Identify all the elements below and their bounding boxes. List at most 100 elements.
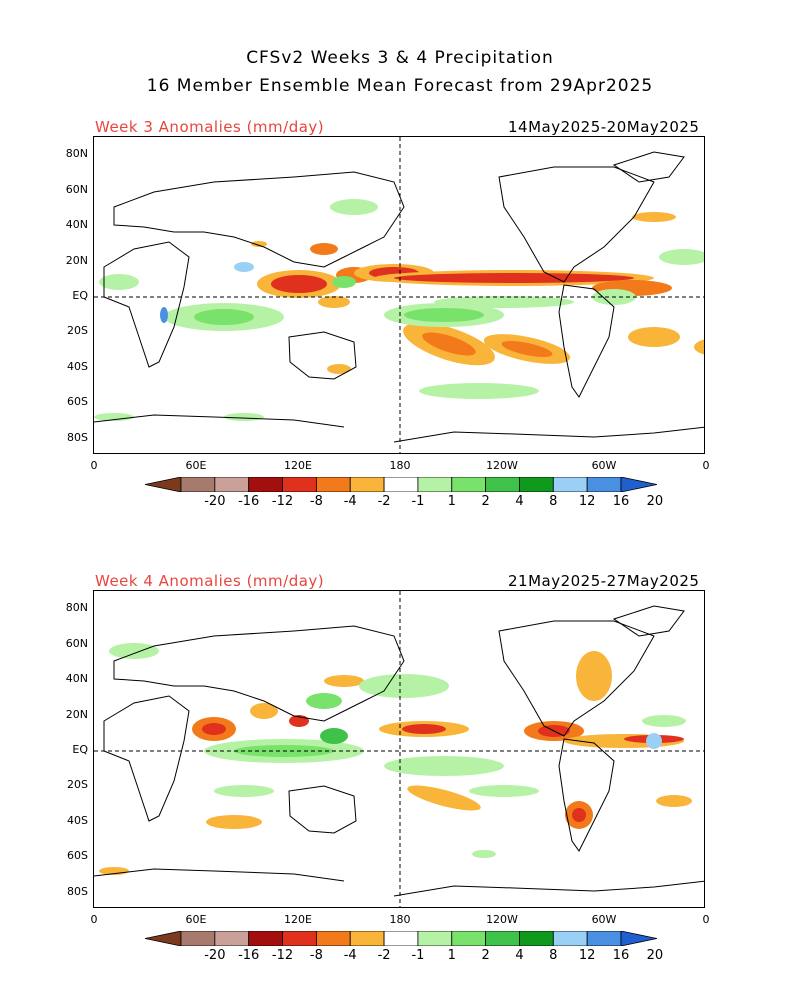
week4-colorbar	[145, 931, 657, 946]
week4-lon-label: 120E	[284, 913, 312, 926]
week3-lat-label: 80S	[67, 431, 88, 444]
colorbar-swatch	[282, 931, 317, 946]
week4-map-svg	[94, 591, 704, 907]
week3-dry-anomalies	[251, 212, 704, 374]
colorbar-swatch	[315, 477, 351, 492]
week3-coastlines	[94, 151, 704, 443]
colorbar-swatch	[383, 477, 419, 492]
week4-lat-label: 20N	[65, 708, 88, 721]
week4-lon-label: 60W	[591, 913, 617, 926]
colorbar-swatch	[383, 931, 419, 946]
colorbar-tick-label: 1	[447, 494, 456, 509]
colorbar-swatch	[519, 931, 554, 946]
colorbar-swatch	[349, 931, 385, 946]
colorbar-tick-label: -4	[343, 948, 357, 963]
colorbar-swatch	[180, 931, 216, 946]
colorbar-swatch	[620, 477, 657, 492]
colorbar-tick-label: 16	[612, 494, 630, 509]
week4-lon-label: 60E	[185, 913, 207, 926]
colorbar-tick-label: -12	[271, 494, 294, 509]
colorbar-tick-label: -20	[204, 494, 226, 509]
colorbar-tick-label: 1	[447, 948, 456, 963]
colorbar-swatch	[145, 931, 182, 946]
week3-lat-label: 40N	[65, 218, 88, 231]
week4-lon-label: 120W	[486, 913, 518, 926]
colorbar-swatch	[586, 477, 622, 492]
week3-lat-label: 60N	[65, 183, 88, 196]
week4-lat-label: 40N	[65, 672, 88, 685]
colorbar-swatch	[214, 931, 250, 946]
week3-lon-label: 120E	[284, 459, 312, 472]
colorbar-tick-label: 4	[515, 494, 524, 509]
week3-lat-label: 80N	[65, 147, 88, 160]
colorbar-tick-label: -20	[204, 948, 226, 963]
colorbar-swatch	[519, 477, 554, 492]
week3-lat-label: 20S	[67, 324, 88, 337]
week3-lon-label: 180	[389, 459, 411, 472]
week3-map-svg	[94, 137, 704, 453]
chart-title-line1: CFSv2 Weeks 3 & 4 Precipitation	[246, 48, 554, 68]
colorbar-swatch	[248, 931, 283, 946]
week4-lon-label: 0	[702, 913, 710, 926]
colorbar-swatch	[451, 931, 487, 946]
week3-colorbar	[145, 477, 657, 492]
colorbar-tick-label: -2	[377, 494, 391, 509]
colorbar-tick-label: 12	[578, 494, 596, 509]
week4-lat-label: 80S	[67, 885, 88, 898]
week4-colorbar-swatches	[145, 931, 657, 946]
week4-dates: 21May2025-27May2025	[508, 572, 700, 590]
colorbar-swatch	[315, 931, 351, 946]
week3-lat-label: 20N	[65, 254, 88, 267]
chart-title-line2: 16 Member Ensemble Mean Forecast from 29…	[146, 76, 654, 96]
colorbar-tick-label: 12	[578, 948, 596, 963]
colorbar-swatch	[451, 477, 487, 492]
colorbar-tick-label: 2	[481, 948, 490, 963]
week4-lon-label: 180	[389, 913, 411, 926]
colorbar-swatch	[248, 477, 283, 492]
colorbar-tick-label: 16	[612, 948, 630, 963]
colorbar-tick-label: -4	[343, 494, 357, 509]
colorbar-swatch	[145, 477, 182, 492]
week3-label: Week 3 Anomalies (mm/day)	[95, 118, 325, 136]
week3-lat-label: EQ	[72, 289, 88, 302]
week3-lon-label: 0	[90, 459, 98, 472]
colorbar-swatch	[586, 931, 622, 946]
colorbar-swatch	[180, 477, 216, 492]
colorbar-tick-label: 8	[549, 948, 558, 963]
week4-dry-anomalies	[192, 651, 692, 829]
colorbar-swatch	[552, 931, 588, 946]
week4-colorbar-labels: -20 -16 -12 -8 -4 -2 -1 1 2 4 8 12 16 20	[145, 948, 663, 963]
colorbar-tick-label: -16	[238, 494, 260, 509]
colorbar-tick-label: 20	[646, 948, 664, 963]
week3-lon-label: 120W	[486, 459, 518, 472]
week4-lat-label: 20S	[67, 778, 88, 791]
week4-lon-label: 0	[90, 913, 98, 926]
week4-lat-label: 80N	[65, 601, 88, 614]
week3-lat-label: 60S	[67, 395, 88, 408]
week3-colorbar-labels: -20 -16 -12 -8 -4 -2 -1 1 2 4 8 12 16 20	[145, 494, 663, 509]
colorbar-swatch	[349, 477, 385, 492]
colorbar-tick-label: -1	[411, 494, 425, 509]
week4-map	[93, 590, 705, 908]
week3-lon-label: 0	[702, 459, 710, 472]
colorbar-swatch	[485, 931, 520, 946]
colorbar-tick-label: -12	[271, 948, 294, 963]
colorbar-tick-label: -2	[377, 948, 391, 963]
week3-map	[93, 136, 705, 454]
colorbar-swatch	[214, 477, 250, 492]
colorbar-tick-label: 2	[481, 494, 490, 509]
colorbar-tick-label: -1	[411, 948, 425, 963]
colorbar-swatch	[552, 477, 588, 492]
week3-colorbar-swatches	[145, 477, 657, 492]
week4-lat-label: 60N	[65, 637, 88, 650]
colorbar-swatch	[417, 931, 453, 946]
week4-label: Week 4 Anomalies (mm/day)	[95, 572, 325, 590]
colorbar-swatch	[282, 477, 317, 492]
colorbar-swatch	[485, 477, 520, 492]
colorbar-swatch	[417, 477, 453, 492]
colorbar-tick-label: -8	[309, 494, 323, 509]
week4-lat-label: 60S	[67, 849, 88, 862]
week3-lon-label: 60W	[591, 459, 617, 472]
week4-lat-label: 40S	[67, 814, 88, 827]
colorbar-tick-label: -8	[309, 948, 323, 963]
